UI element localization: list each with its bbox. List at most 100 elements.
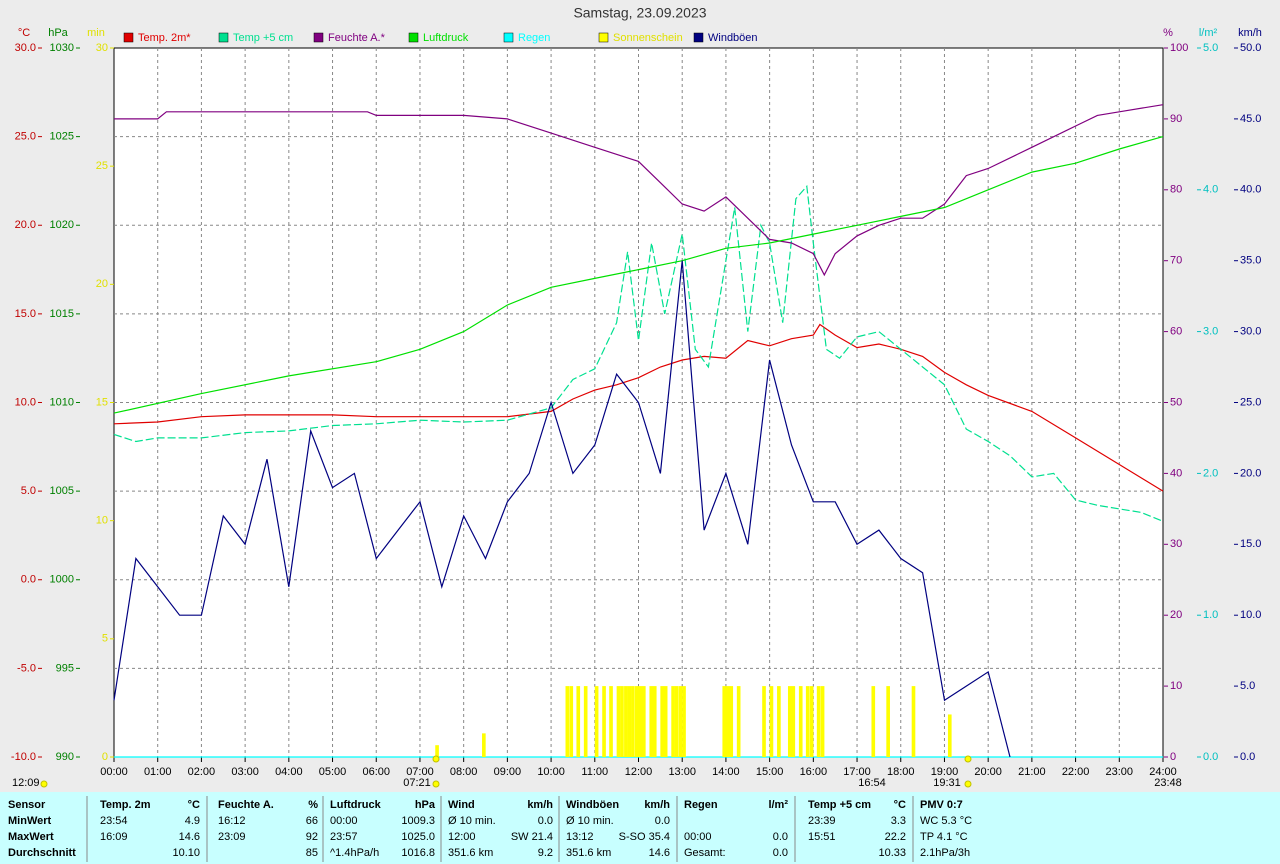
y-tick-label: 25	[96, 160, 108, 172]
sunshine-bar	[682, 686, 686, 757]
series-line	[113, 323, 1164, 492]
cell-value: 14.6	[179, 831, 200, 843]
cell-text: 351.6 km	[566, 847, 611, 859]
y-tick-label: 1010	[50, 396, 74, 408]
y-tick-label: 1005	[50, 485, 74, 497]
y-tick-label: 15	[96, 396, 108, 408]
legend-label: Sonnenschein	[613, 32, 683, 44]
table-header: Feuchte A.	[218, 799, 274, 811]
y-tick-label: 40.0	[1240, 184, 1261, 196]
sunshine-bar	[435, 745, 439, 757]
sunshine-bar	[638, 686, 643, 757]
sunshine-bar	[805, 686, 810, 757]
y-tick-label: 45.0	[1240, 113, 1261, 125]
sunshine-bar	[736, 686, 741, 757]
legend-swatch	[408, 32, 419, 43]
table-header: Temp. 2m	[100, 799, 151, 811]
sunshine-bar	[871, 686, 876, 757]
sunshine-bar	[602, 686, 606, 757]
cell-text: ^1.4hPa/h	[330, 847, 379, 859]
y-tick-label: 20.0	[15, 219, 36, 231]
series-line	[113, 136, 1164, 414]
sunshine-bar	[663, 686, 668, 757]
cell-text: 16:12	[218, 815, 246, 827]
sunshine-bar	[725, 686, 730, 757]
sunshine-bar	[624, 686, 628, 757]
sunshine-bar	[787, 686, 792, 757]
x-tick-label: 05:00	[319, 766, 347, 778]
y-tick-label: 995	[56, 662, 74, 674]
axis-unit: l/m²	[1199, 27, 1218, 39]
sun-icon	[432, 780, 440, 788]
y-tick-label: 0.0	[1203, 751, 1218, 763]
sunshine-bar	[729, 686, 734, 757]
sunshine-bar	[809, 686, 814, 757]
legend-label: Windböen	[708, 32, 758, 44]
cell-value: 22.2	[885, 831, 906, 843]
annotation: 07:21	[403, 777, 431, 789]
sunshine-bar	[886, 686, 890, 757]
cell-text: 351.6 km	[448, 847, 493, 859]
x-tick-label: 11:00	[581, 766, 608, 778]
stats-table	[0, 792, 1280, 864]
legend-swatch	[693, 32, 704, 43]
x-tick-label: 19:00	[931, 766, 959, 778]
cell-value: 14.6	[649, 847, 670, 859]
sunshine-bar	[635, 686, 639, 757]
axis-unit: °C	[18, 27, 30, 39]
y-tick-label: 2.0	[1203, 467, 1218, 479]
y-tick-label: 70	[1170, 255, 1182, 267]
sun-icon	[964, 780, 972, 788]
annotation: 19:31	[933, 777, 961, 789]
x-tick-label: 21:00	[1018, 766, 1046, 778]
legend-label: Feuchte A.*	[328, 32, 386, 44]
y-tick-label: 15.0	[15, 308, 36, 320]
y-tick-label: 990	[56, 751, 74, 763]
y-tick-label: 1025	[50, 131, 74, 143]
legend-label: Regen	[518, 32, 550, 44]
y-tick-label: 5.0	[21, 485, 36, 497]
table-unit: km/h	[527, 799, 553, 811]
table-unit: %	[308, 799, 318, 811]
sunshine-bar	[660, 686, 664, 757]
cell-value: 1009.3	[401, 815, 435, 827]
y-tick-label: 50	[1170, 396, 1182, 408]
sun-icon	[964, 755, 972, 763]
sunshine-bar	[641, 686, 646, 757]
axis-unit: hPa	[48, 27, 68, 39]
cell-text: Gesamt:	[684, 847, 726, 859]
sunshine-bar	[569, 686, 574, 757]
cell-value: 9.2	[538, 847, 553, 859]
cell-value: 4.9	[185, 815, 200, 827]
cell-value: 1025.0	[401, 831, 435, 843]
y-tick-label: 10.0	[15, 396, 36, 408]
cell-value: 0.0	[773, 831, 788, 843]
legend-swatch	[598, 32, 609, 43]
annotation: 23:48	[1154, 777, 1182, 789]
table-unit: km/h	[644, 799, 670, 811]
y-tick-label: 50.0	[1240, 42, 1261, 54]
y-tick-label: 30	[1170, 538, 1182, 550]
legend-label: Temp. 2m*	[138, 32, 191, 44]
y-tick-label: 0	[1170, 751, 1176, 763]
cell-value: 0.0	[538, 815, 553, 827]
sunshine-bar	[482, 733, 486, 757]
y-tick-label: 1030	[50, 42, 74, 54]
x-tick-label: 14:00	[712, 766, 740, 778]
x-tick-label: 04:00	[275, 766, 303, 778]
y-tick-label: 1020	[50, 219, 74, 231]
series-line	[114, 104, 1164, 277]
cell-text: Ø 10 min.	[448, 815, 496, 827]
table-unit: hPa	[415, 799, 436, 811]
y-tick-label: 3.0	[1203, 326, 1218, 338]
sunshine-bar	[594, 686, 599, 757]
legend-swatch	[123, 32, 134, 43]
x-tick-label: 06:00	[362, 766, 390, 778]
row-label: MinWert	[8, 815, 52, 827]
sunshine-bar	[674, 686, 679, 757]
row-label: Durchschnitt	[8, 847, 76, 859]
table-header: Windböen	[566, 799, 619, 811]
x-tick-label: 09:00	[494, 766, 522, 778]
y-tick-label: 10	[1170, 680, 1182, 692]
y-tick-label: 90	[1170, 113, 1182, 125]
